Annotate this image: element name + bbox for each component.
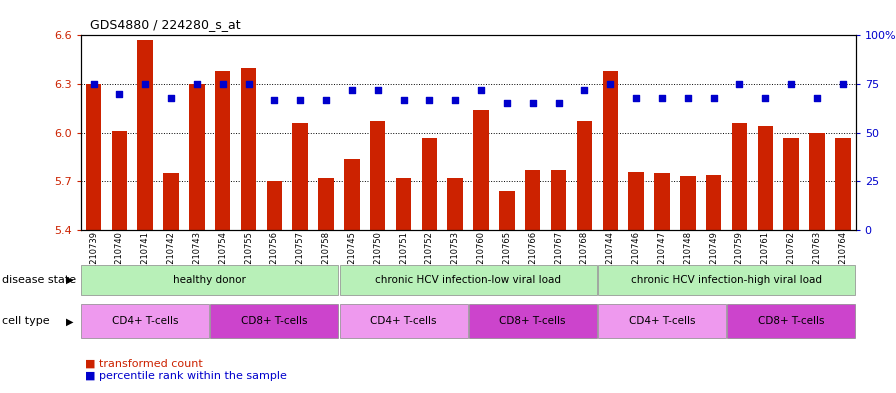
Bar <box>551 170 566 230</box>
Bar <box>344 158 359 230</box>
Bar <box>340 264 597 296</box>
Point <box>551 100 565 107</box>
Bar <box>422 138 437 230</box>
Bar <box>370 121 385 230</box>
Bar <box>211 304 339 338</box>
Bar <box>628 171 644 230</box>
Point <box>216 81 230 87</box>
Bar <box>473 110 489 230</box>
Point <box>138 81 152 87</box>
Point <box>784 81 798 87</box>
Point <box>319 96 333 103</box>
Text: ▶: ▶ <box>66 316 73 326</box>
Bar <box>396 178 411 230</box>
Point <box>758 94 772 101</box>
Bar <box>706 175 721 230</box>
Bar <box>447 178 463 230</box>
Bar <box>318 178 334 230</box>
Bar <box>598 304 726 338</box>
Bar <box>577 121 592 230</box>
Bar <box>680 176 695 230</box>
Bar <box>598 264 855 296</box>
Bar <box>292 123 308 230</box>
Bar <box>215 71 230 230</box>
Bar <box>112 131 127 230</box>
Point <box>655 94 669 101</box>
Bar <box>654 173 669 230</box>
Bar <box>757 126 773 230</box>
Point <box>577 87 591 93</box>
Bar <box>727 304 855 338</box>
Point <box>474 87 488 93</box>
Point <box>267 96 281 103</box>
Bar <box>809 132 824 230</box>
Point <box>396 96 410 103</box>
Point <box>448 96 462 103</box>
Text: GDS4880 / 224280_s_at: GDS4880 / 224280_s_at <box>90 18 240 31</box>
Bar <box>267 181 282 230</box>
Bar <box>82 304 210 338</box>
Point <box>190 81 204 87</box>
Bar <box>241 68 256 230</box>
Text: ■ transformed count: ■ transformed count <box>85 358 202 369</box>
Point <box>241 81 255 87</box>
Point <box>706 94 720 101</box>
Text: cell type: cell type <box>2 316 49 326</box>
Bar <box>163 173 179 230</box>
Point <box>836 81 850 87</box>
Bar <box>732 123 747 230</box>
Point <box>371 87 385 93</box>
Bar <box>82 264 339 296</box>
Bar <box>525 170 540 230</box>
Point <box>500 100 514 107</box>
Point <box>293 96 307 103</box>
Point <box>422 96 436 103</box>
Bar <box>783 138 799 230</box>
Text: CD4+ T-cells: CD4+ T-cells <box>112 316 178 326</box>
Point <box>112 90 126 97</box>
Point <box>681 94 695 101</box>
Point <box>164 94 178 101</box>
Point <box>810 94 824 101</box>
Point <box>603 81 617 87</box>
Point <box>86 81 100 87</box>
Text: CD8+ T-cells: CD8+ T-cells <box>241 316 307 326</box>
Point <box>526 100 540 107</box>
Bar <box>86 84 101 230</box>
Bar <box>602 71 618 230</box>
Point <box>629 94 643 101</box>
Bar <box>469 304 597 338</box>
Point <box>345 87 359 93</box>
Text: chronic HCV infection-low viral load: chronic HCV infection-low viral load <box>375 275 561 285</box>
Bar <box>137 40 153 230</box>
Text: disease state: disease state <box>2 275 76 285</box>
Text: ▶: ▶ <box>66 275 73 285</box>
Bar <box>340 304 468 338</box>
Text: healthy donor: healthy donor <box>173 275 246 285</box>
Text: CD8+ T-cells: CD8+ T-cells <box>758 316 824 326</box>
Bar <box>835 138 850 230</box>
Text: CD4+ T-cells: CD4+ T-cells <box>629 316 695 326</box>
Text: CD8+ T-cells: CD8+ T-cells <box>499 316 566 326</box>
Point <box>732 81 746 87</box>
Text: chronic HCV infection-high viral load: chronic HCV infection-high viral load <box>631 275 822 285</box>
Text: ■ percentile rank within the sample: ■ percentile rank within the sample <box>85 371 287 382</box>
Bar <box>499 191 514 230</box>
Bar <box>189 84 204 230</box>
Text: CD4+ T-cells: CD4+ T-cells <box>370 316 437 326</box>
